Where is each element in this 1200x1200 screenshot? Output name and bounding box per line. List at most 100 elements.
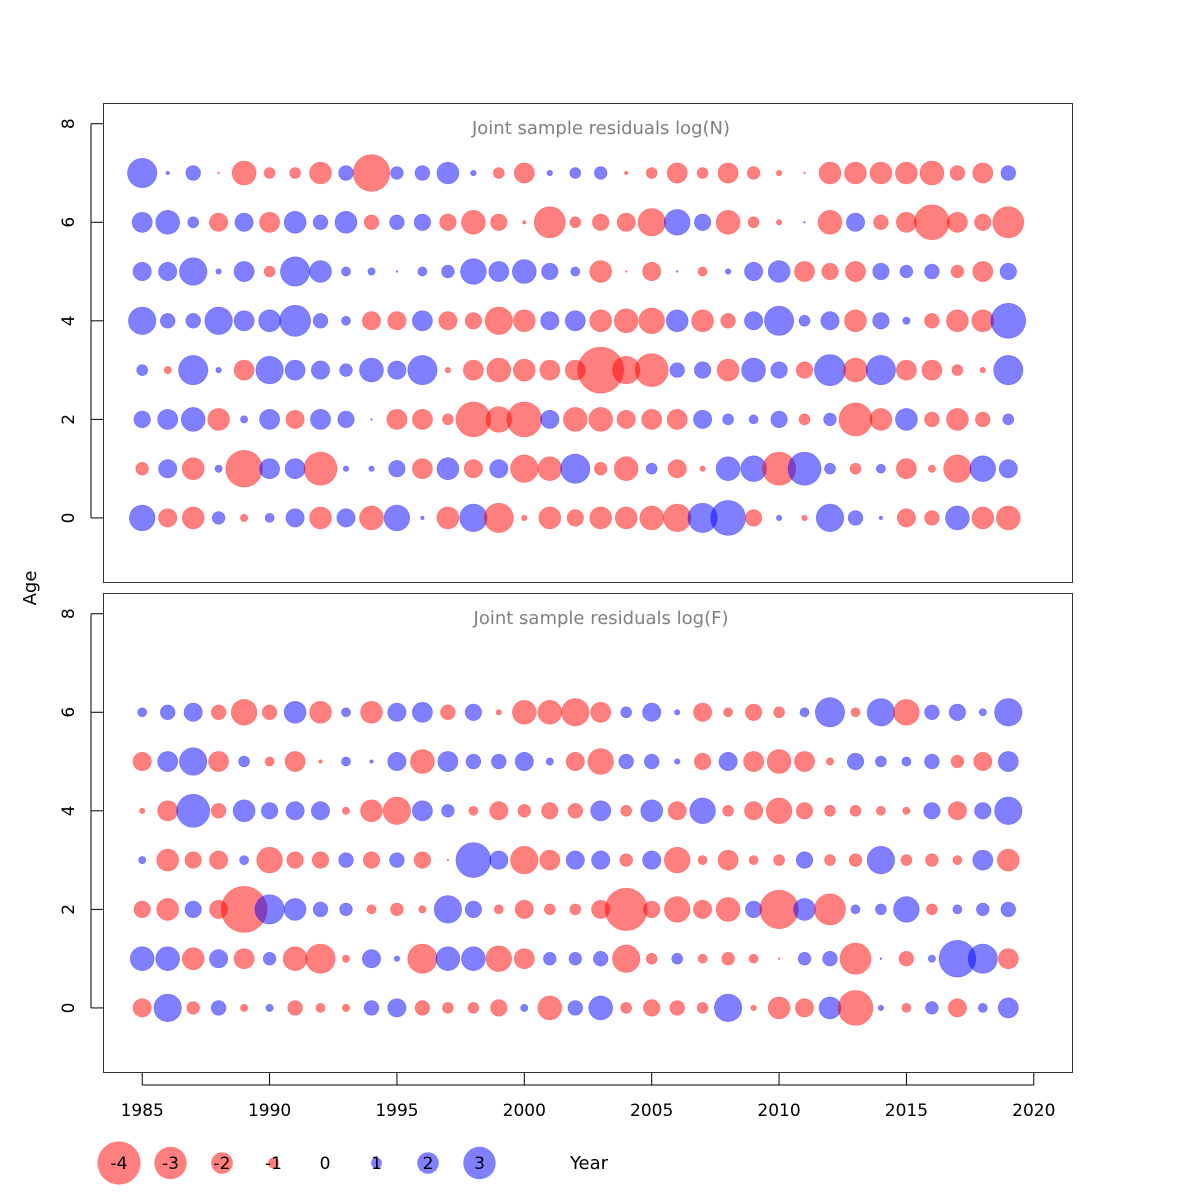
residual-bubble — [232, 799, 256, 823]
residual-bubble — [770, 410, 788, 429]
residual-bubble — [921, 359, 943, 381]
bubbles-log-n — [127, 154, 1027, 536]
legend-label: 0 — [320, 1154, 331, 1174]
residual-bubble — [721, 951, 735, 966]
residual-bubble — [722, 804, 734, 817]
residual-bubble — [642, 261, 662, 281]
residual-bubble — [128, 306, 157, 335]
x-axis: 1985 1990 1995 2000 2005 2010 2015 2020 — [121, 1073, 1055, 1121]
residual-bubble — [803, 171, 806, 175]
residual-bubble — [974, 802, 992, 820]
residual-bubble — [407, 943, 438, 974]
residual-bubble — [367, 267, 376, 276]
residual-bubble — [234, 212, 254, 232]
residual-bubble — [616, 212, 636, 232]
residual-bubble — [637, 208, 666, 237]
residual-bubble — [997, 948, 1019, 970]
residual-bubble — [591, 850, 611, 870]
residual-bubble — [624, 270, 628, 273]
residual-bubble — [994, 796, 1023, 825]
residual-bubble — [919, 160, 945, 186]
residual-bubble — [604, 887, 648, 931]
residual-bubble — [185, 165, 201, 181]
residual-bubble — [952, 904, 963, 915]
residual-bubble — [459, 503, 488, 533]
residual-bubble — [360, 700, 383, 724]
residual-bubble — [156, 848, 179, 872]
residual-bubble — [417, 266, 428, 277]
residual-bubble — [387, 311, 407, 331]
residual-bubble — [767, 996, 791, 1020]
residual-bubble — [413, 851, 432, 869]
residual-bubble — [289, 167, 301, 179]
residual-bubble — [948, 703, 967, 721]
residual-bubble — [155, 210, 180, 235]
residual-bubble — [568, 951, 582, 966]
residual-bubble — [767, 260, 791, 283]
residual-bubble — [669, 362, 685, 378]
residual-bubble — [261, 802, 279, 820]
residual-bubble — [338, 165, 354, 181]
legend-item: 3 — [463, 1146, 496, 1180]
residual-bubble — [996, 848, 1020, 872]
residual-bubble — [436, 457, 460, 481]
residual-bubble — [210, 803, 227, 819]
residual-bubble — [821, 262, 839, 281]
residual-bubble — [793, 898, 816, 921]
residual-bubble — [442, 1002, 454, 1014]
residual-bubble — [924, 510, 940, 526]
residual-bubble — [209, 212, 229, 232]
legend-label: -1 — [265, 1154, 282, 1174]
residual-bubble — [539, 359, 561, 381]
residual-bubble — [766, 749, 792, 774]
panel-frame — [103, 593, 1073, 1073]
x-tick-label: 1995 — [375, 1101, 418, 1121]
legend-bubble — [97, 1141, 141, 1185]
residual-bubble — [410, 749, 435, 774]
residual-bubble — [540, 409, 560, 429]
residual-bubble — [896, 359, 917, 381]
residual-bubble — [389, 214, 405, 231]
residual-bubble — [305, 943, 336, 974]
y-tick-label: 6 — [59, 707, 79, 718]
residual-bubble — [748, 953, 759, 964]
residual-bubble — [433, 895, 463, 924]
legend-bubble — [463, 1146, 496, 1180]
x-tick-label: 1985 — [121, 1101, 164, 1121]
residual-bubble — [564, 310, 586, 332]
residual-bubble — [522, 220, 527, 225]
residual-bubble — [744, 703, 763, 721]
residual-bubble — [824, 804, 836, 817]
residual-bubble — [337, 410, 355, 429]
residual-bubble — [943, 454, 972, 483]
x-tick-label: 2000 — [503, 1101, 546, 1121]
residual-bubble — [517, 804, 531, 818]
residual-bubble — [797, 951, 812, 966]
residual-bubble — [645, 462, 658, 475]
residual-bubble — [341, 315, 351, 326]
y-tick-label: 8 — [59, 118, 79, 129]
residual-bubble — [640, 799, 664, 823]
residual-bubble — [310, 360, 330, 380]
residual-bubble — [716, 358, 740, 382]
residual-bubble — [208, 751, 230, 772]
residual-bubble — [369, 759, 374, 764]
residual-bubble — [336, 508, 356, 528]
residual-bubble — [951, 364, 964, 376]
residual-bubble — [341, 1003, 350, 1012]
residual-bubble — [510, 454, 539, 483]
residual-bubble — [157, 800, 179, 822]
residual-bubble — [368, 465, 375, 472]
residual-bubble — [157, 751, 179, 772]
residual-bubble — [798, 413, 811, 426]
residual-bubble — [589, 309, 613, 333]
residual-bubble — [893, 699, 920, 726]
residual-bubble — [280, 256, 311, 287]
residual-bubble — [495, 709, 502, 716]
residual-bubble — [674, 758, 681, 765]
residual-bubble — [310, 801, 330, 821]
residual-bubble — [975, 411, 991, 428]
residual-bubble — [127, 158, 158, 189]
residual-bubble — [361, 311, 381, 331]
y-tick-label: 2 — [59, 414, 79, 425]
